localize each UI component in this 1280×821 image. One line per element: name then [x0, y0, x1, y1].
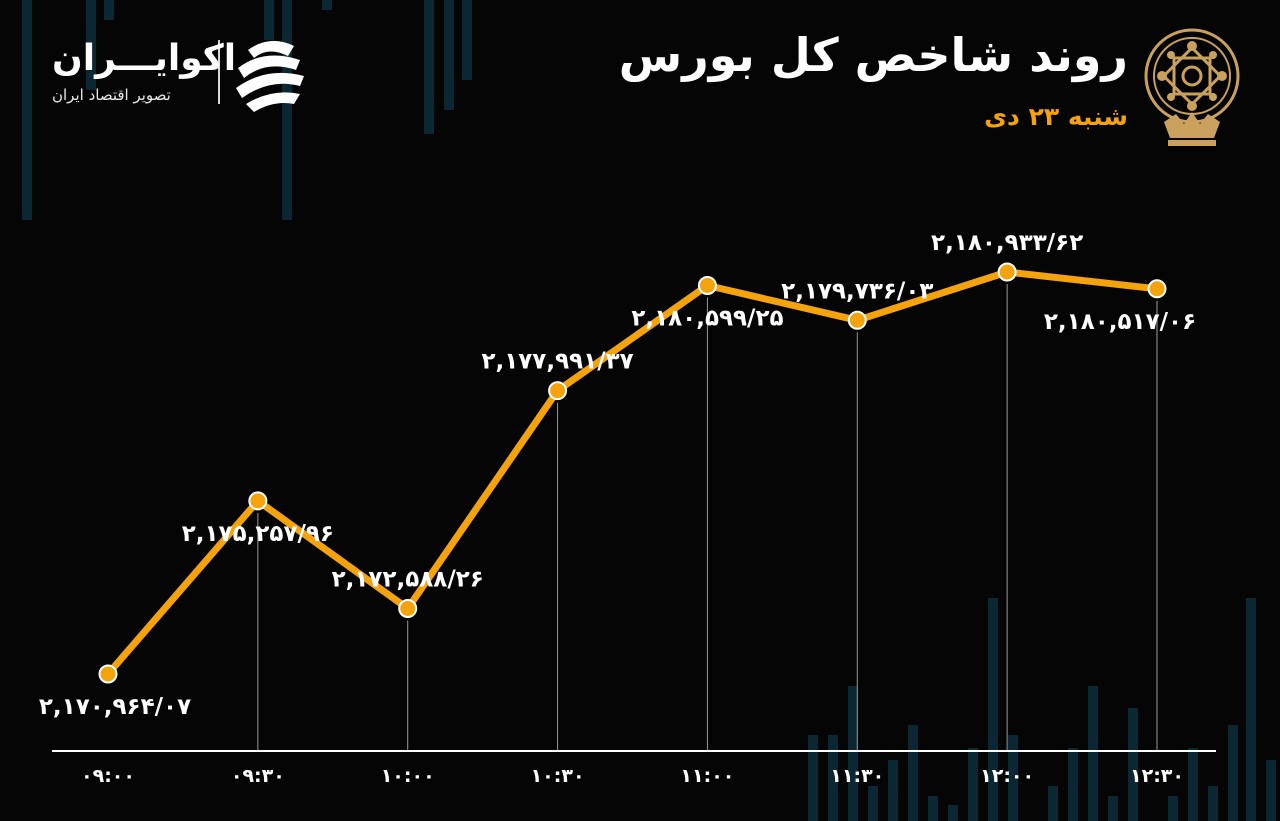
brand-tagline: تصویر اقتصاد ایران	[52, 86, 171, 104]
x-tick-label: ۱۰:۳۰	[531, 765, 585, 787]
data-point	[548, 381, 568, 401]
data-point	[98, 664, 118, 684]
data-label: ۲,۱۸۰,۵۹۹/۲۵	[631, 305, 783, 331]
tehran-stock-exchange-seal-icon	[1144, 28, 1240, 146]
background-bar	[282, 0, 292, 220]
background-bar	[1208, 786, 1218, 821]
background-bar	[1068, 748, 1078, 821]
data-points	[98, 262, 1167, 684]
background-bar	[1108, 796, 1118, 821]
data-point	[997, 262, 1017, 282]
x-tick-label: ۱۲:۳۰	[1130, 765, 1184, 787]
data-label: ۲,۱۷۹,۷۳۶/۰۳	[781, 278, 933, 304]
background-bar	[828, 735, 838, 821]
background-bar	[968, 748, 978, 821]
background-bar	[424, 0, 434, 134]
background-bar	[1246, 598, 1256, 821]
x-tick-label: ۰۹:۰۰	[81, 765, 135, 787]
data-label: ۲,۱۷۰,۹۶۴/۰۷	[39, 694, 191, 720]
page-subtitle: شنبه ۲۳ دی	[984, 102, 1128, 131]
background-bar	[1188, 748, 1198, 821]
x-tick-label: ۰۹:۳۰	[231, 765, 285, 787]
background-bar	[1266, 760, 1276, 821]
data-labels: ۲,۱۷۰,۹۶۴/۰۷ ۲,۱۷۵,۲۵۷/۹۶ ۲,۱۷۲,۵۸۸/۲۶ ۲,۱۷…	[39, 230, 1196, 720]
drop-lines	[257, 284, 1158, 751]
background-bar	[868, 786, 878, 821]
data-label: ۲,۱۷۲,۵۸۸/۲۶	[332, 567, 484, 593]
background-bar	[928, 796, 938, 821]
background-bar	[322, 0, 332, 10]
background-bar	[808, 735, 818, 821]
data-point	[697, 275, 717, 295]
background-bar	[22, 0, 32, 220]
brand-divider	[218, 40, 220, 104]
background-bar	[908, 725, 918, 821]
background-bar	[948, 805, 958, 821]
data-label: ۲,۱۷۵,۲۵۷/۹۶	[182, 521, 334, 547]
data-point	[398, 599, 418, 619]
data-point	[847, 310, 867, 330]
data-label: ۲,۱۷۷,۹۹۱/۳۷	[481, 349, 633, 375]
page-title: روند شاخص کل بورس	[618, 28, 1128, 82]
background-bar	[988, 598, 998, 821]
background-bar	[1048, 786, 1058, 821]
background-bar	[86, 0, 96, 90]
background-bar	[1168, 796, 1178, 821]
background-bar	[264, 0, 274, 40]
background-bar	[1008, 735, 1018, 821]
data-label: ۲,۱۸۰,۵۱۷/۰۶	[1044, 309, 1196, 335]
x-tick-label: ۱۰:۰۰	[381, 765, 435, 787]
background-bar	[848, 686, 858, 821]
background-bar	[462, 0, 472, 80]
data-point	[1147, 279, 1167, 299]
background-bar	[1088, 686, 1098, 821]
background-bar	[1128, 708, 1138, 821]
x-tick-label: ۱۱:۳۰	[830, 765, 884, 787]
x-tick-labels: ۰۹:۰۰ ۰۹:۳۰ ۱۰:۰۰ ۱۰:۳۰ ۱۱:۰۰ ۱۱:۳۰ ۱۲:۰۰ ۱۲:۳۰	[81, 765, 1184, 787]
brand-name: اکوایـــران	[52, 38, 237, 79]
ecoiran-logo-icon	[236, 40, 304, 112]
x-tick-label: ۱۲:۰۰	[980, 765, 1034, 787]
background-decoration	[22, 0, 1276, 821]
data-point	[248, 491, 268, 511]
x-tick-label: ۱۱:۰۰	[680, 765, 734, 787]
background-bar	[104, 0, 114, 20]
background-bar	[444, 0, 454, 110]
background-bar	[1228, 725, 1238, 821]
series-line	[104, 268, 1161, 678]
background-bar	[888, 760, 898, 821]
data-label: ۲,۱۸۰,۹۳۳/۶۲	[931, 230, 1083, 256]
